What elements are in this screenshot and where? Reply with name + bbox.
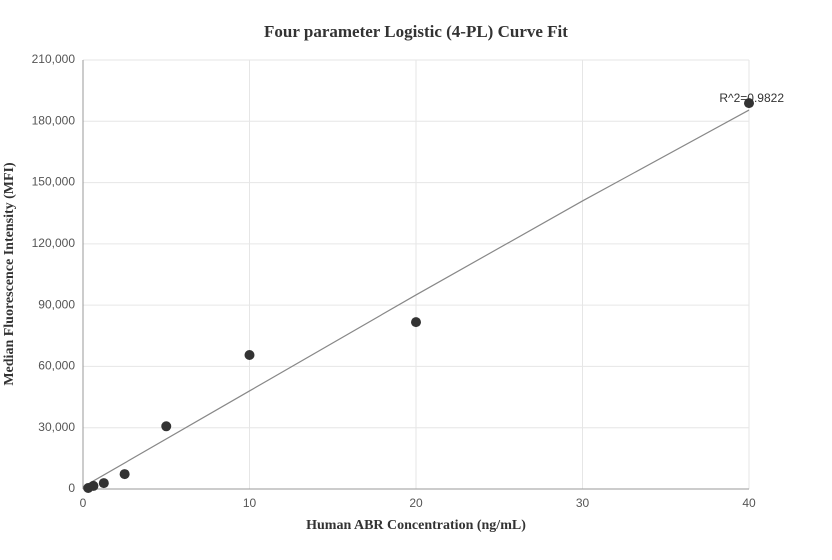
- fit-line: [82, 109, 750, 488]
- y-tick-label: 90,000: [38, 297, 75, 311]
- y-tick-label: 0: [68, 481, 75, 495]
- y-tick-label: 30,000: [38, 420, 75, 434]
- data-point: [98, 478, 109, 489]
- data-point: [744, 98, 754, 109]
- y-tick-label: 210,000: [32, 52, 76, 66]
- data-point: [244, 349, 255, 360]
- data-point: [161, 421, 172, 432]
- data-point: [411, 317, 421, 328]
- y-tick-label: 60,000: [38, 359, 75, 373]
- y-axis-title: Median Fluorescence Intensity (MFI): [2, 162, 17, 386]
- x-tick-label: 10: [243, 496, 257, 510]
- y-tick-label: 180,000: [32, 113, 76, 127]
- y-tick-label: 120,000: [32, 236, 76, 250]
- annotation: R^2=0.9822: [719, 91, 784, 105]
- data-point: [88, 480, 99, 491]
- chart-title: Four parameter Logistic (4-PL) Curve Fit: [264, 22, 568, 41]
- x-axis-title: Human ABR Concentration (ng/mL): [306, 518, 526, 533]
- x-tick-label: 30: [576, 496, 590, 510]
- x-tick-label: 40: [742, 496, 756, 510]
- y-tick-label: 150,000: [32, 175, 76, 189]
- data-point: [119, 469, 130, 480]
- x-tick-label: 0: [80, 496, 87, 510]
- x-tick-label: 20: [409, 496, 423, 510]
